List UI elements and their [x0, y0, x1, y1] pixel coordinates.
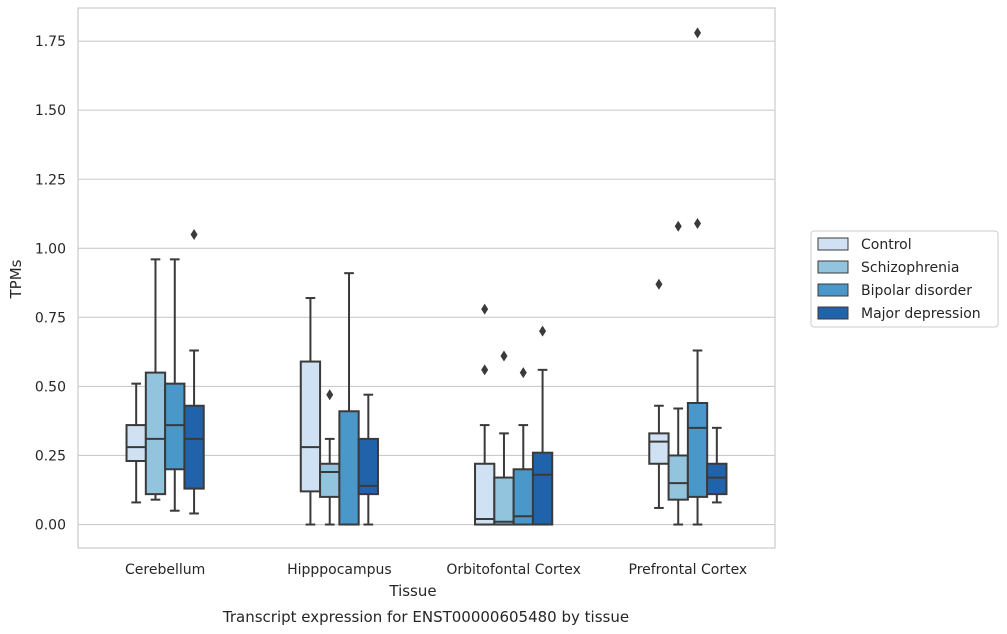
- legend-entry: Major depression: [861, 306, 981, 322]
- legend: Control Schizophrenia Bipolar disorder Majo…: [810, 230, 999, 328]
- outlier-marker: [694, 217, 702, 229]
- y-tick-label: 0.25: [35, 448, 66, 464]
- box: [125, 424, 147, 462]
- box: [164, 382, 186, 471]
- box: [319, 462, 341, 498]
- y-tick-label: 1.25: [35, 172, 66, 188]
- legend-swatch: [817, 237, 849, 251]
- box: [357, 437, 379, 496]
- box-group: [686, 27, 709, 526]
- box: [338, 410, 360, 526]
- x-tick-label: Hipppocampus: [287, 562, 392, 578]
- box-group: [474, 303, 496, 526]
- outlier-marker: [694, 27, 702, 39]
- outlier-marker: [519, 367, 527, 379]
- figure-caption: Transcript expression for ENST0000060548…: [222, 608, 629, 626]
- box-group: [706, 426, 728, 504]
- box-group: [493, 350, 515, 526]
- outlier-marker: [481, 364, 489, 376]
- y-tick-label: 0.00: [35, 518, 66, 534]
- box-group: [319, 389, 341, 526]
- x-tick-label: Cerebellum: [125, 562, 205, 578]
- outlier-marker: [481, 303, 489, 315]
- y-tick-label: 1.50: [35, 103, 66, 119]
- plot-frame: [77, 7, 776, 549]
- y-tick-label: 0.50: [35, 379, 66, 395]
- y-axis-label: TPMs: [7, 259, 25, 299]
- x-tick-label: Prefrontal Cortex: [629, 562, 748, 578]
- legend-swatch: [817, 283, 849, 297]
- box: [531, 451, 554, 526]
- box-group: [648, 278, 670, 509]
- legend-swatch: [817, 260, 849, 274]
- x-axis-label: Tissue: [388, 582, 436, 600]
- box: [474, 462, 496, 526]
- box-group: [183, 228, 205, 515]
- box-group: [125, 382, 147, 504]
- box-group: [299, 297, 322, 526]
- box-group: [667, 220, 689, 526]
- box-group: [164, 258, 186, 512]
- legend-entry: Bipolar disorder: [861, 283, 972, 299]
- box: [493, 476, 515, 526]
- outlier-marker: [655, 278, 663, 290]
- boxes-layer: [125, 27, 728, 526]
- y-tick-labels: 0.00 0.25 0.50 0.75 1.00 1.25 1.50 1.75: [35, 34, 66, 533]
- box: [706, 462, 728, 496]
- box: [686, 401, 709, 498]
- outlier-marker: [500, 350, 508, 362]
- legend-entry: Schizophrenia: [861, 260, 959, 276]
- y-tick-label: 1.75: [35, 34, 66, 50]
- box-group: [512, 367, 534, 526]
- outlier-marker: [674, 220, 682, 232]
- box-group: [338, 272, 360, 526]
- box: [667, 454, 689, 501]
- y-tick-label: 1.00: [35, 241, 66, 257]
- box: [183, 404, 205, 490]
- legend-entry: Control: [861, 237, 912, 253]
- box: [299, 360, 322, 493]
- legend-frame: [810, 230, 999, 328]
- box: [648, 432, 670, 465]
- x-tick-label: Orbitofontal Cortex: [446, 562, 581, 578]
- outlier-marker: [190, 228, 198, 240]
- outlier-marker: [539, 325, 547, 337]
- x-tick-labels: Cerebellum Hipppocampus Orbitofontal Corte…: [125, 562, 747, 578]
- legend-swatch: [817, 306, 849, 320]
- box-group: [531, 325, 554, 526]
- y-tick-label: 0.75: [35, 310, 66, 326]
- box-group: [144, 258, 167, 501]
- outlier-marker: [326, 389, 334, 401]
- box: [144, 371, 167, 496]
- box-group: [357, 393, 379, 526]
